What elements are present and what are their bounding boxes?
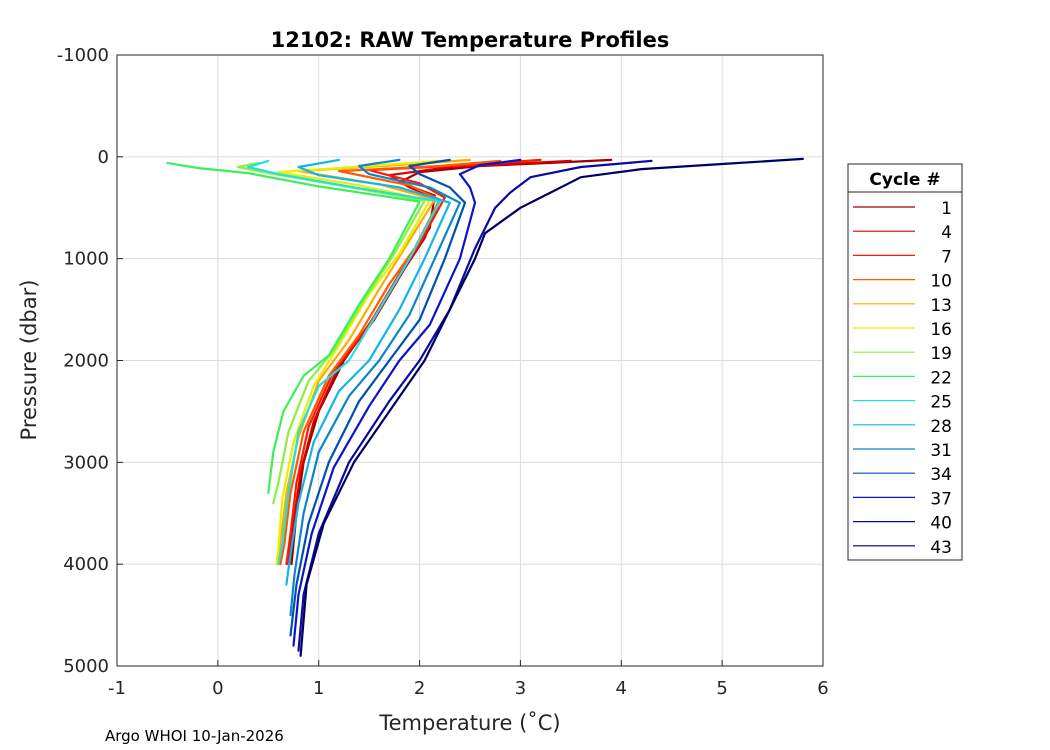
y-tick-label: -1000 bbox=[57, 45, 109, 66]
series-group bbox=[166, 157, 804, 657]
x-tick-label: 2 bbox=[414, 678, 425, 699]
legend-label-cycle-25: 25 bbox=[930, 393, 952, 413]
legend-label-cycle-19: 19 bbox=[930, 344, 952, 364]
series-line-cycle-37 bbox=[292, 158, 522, 647]
y-tick-label: 2000 bbox=[63, 351, 109, 372]
y-tick-label: 4000 bbox=[63, 554, 109, 575]
x-tick-label: 3 bbox=[515, 678, 526, 699]
y-tick-label: 0 bbox=[98, 147, 109, 168]
x-tick-label: 6 bbox=[817, 678, 828, 699]
series-line-cycle-16 bbox=[275, 159, 441, 566]
y-tick-label: 5000 bbox=[63, 656, 109, 677]
y-axis-label: Pressure (dbar) bbox=[17, 280, 41, 441]
legend-label-cycle-31: 31 bbox=[930, 441, 952, 461]
x-tick-label: 1 bbox=[313, 678, 324, 699]
legend-box bbox=[847, 163, 963, 561]
x-tick-label: -1 bbox=[108, 678, 126, 699]
legend-label-cycle-34: 34 bbox=[930, 465, 952, 485]
legend-label-cycle-4: 4 bbox=[941, 223, 952, 243]
y-tick-label: 3000 bbox=[63, 452, 109, 473]
y-axis: -1000 0 1000 2000 3000 4000 5000 bbox=[57, 45, 123, 677]
legend-label-cycle-13: 13 bbox=[930, 296, 952, 316]
series-line-cycle-25 bbox=[247, 159, 441, 566]
legend-label-cycle-43: 43 bbox=[930, 538, 952, 558]
chart-title: 12102: RAW Temperature Profiles bbox=[271, 28, 670, 52]
legend-title: Cycle # bbox=[869, 170, 940, 190]
series-line-cycle-28 bbox=[285, 158, 451, 586]
series-line-cycle-10 bbox=[279, 159, 502, 566]
footer-credit: Argo WHOI 10-Jan-2026 bbox=[105, 727, 284, 745]
legend-items: 1 4 7 10 13 16 19 22 25 28 31 34 37 40 43 bbox=[853, 199, 952, 558]
legend-label-cycle-10: 10 bbox=[930, 272, 952, 292]
legend-label-cycle-1: 1 bbox=[941, 199, 952, 219]
y-tick-label: 1000 bbox=[63, 249, 109, 270]
legend-label-cycle-37: 37 bbox=[930, 489, 952, 509]
series-line-cycle-4 bbox=[287, 159, 572, 566]
x-axis: -1 0 1 2 3 4 5 6 bbox=[108, 660, 829, 699]
series-line-cycle-22 bbox=[166, 161, 421, 494]
legend-label-cycle-16: 16 bbox=[930, 320, 952, 340]
legend-label-cycle-28: 28 bbox=[930, 417, 952, 437]
x-tick-label: 0 bbox=[212, 678, 223, 699]
series-line-cycle-34 bbox=[289, 158, 467, 637]
legend-label-cycle-40: 40 bbox=[930, 514, 952, 534]
series-line-cycle-43 bbox=[299, 157, 804, 657]
legend: Cycle # 1 4 7 10 13 16 19 22 25 28 31 34 37 40 43 bbox=[847, 163, 963, 561]
x-tick-label: 4 bbox=[616, 678, 627, 699]
x-axis-label: Temperature (˚C) bbox=[378, 711, 560, 735]
x-tick-label: 5 bbox=[716, 678, 727, 699]
legend-label-cycle-7: 7 bbox=[941, 247, 952, 267]
series-line-cycle-31 bbox=[289, 158, 461, 617]
legend-label-cycle-22: 22 bbox=[930, 368, 952, 388]
series-line-cycle-19 bbox=[236, 161, 426, 505]
